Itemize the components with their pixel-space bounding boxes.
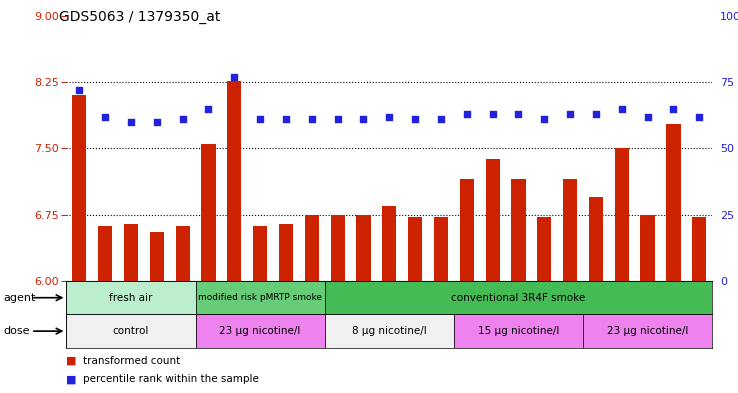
Point: [539, 116, 551, 122]
Text: GSM1217224: GSM1217224: [410, 281, 420, 337]
Text: 8 μg nicotine/l: 8 μg nicotine/l: [352, 326, 427, 336]
Text: dose: dose: [4, 326, 30, 336]
Point: [125, 119, 137, 125]
Point: [331, 116, 343, 122]
Bar: [454, 314, 583, 348]
Bar: [408, 217, 422, 281]
Point: [384, 113, 396, 119]
Bar: [460, 179, 474, 281]
Text: 15 μg nicotine/l: 15 μg nicotine/l: [477, 326, 559, 336]
Text: GSM1217221: GSM1217221: [333, 281, 342, 337]
Point: [512, 111, 524, 117]
Bar: [253, 226, 267, 281]
Bar: [382, 206, 396, 281]
Bar: [589, 197, 603, 281]
Text: GSM1217222: GSM1217222: [359, 281, 368, 337]
Text: GSM1217226: GSM1217226: [591, 281, 601, 337]
Bar: [227, 81, 241, 281]
Bar: [356, 215, 370, 281]
Bar: [98, 226, 112, 281]
Point: [254, 116, 266, 122]
Text: GSM1217220: GSM1217220: [565, 281, 575, 337]
Point: [461, 111, 473, 117]
Text: modified risk pMRTP smoke: modified risk pMRTP smoke: [198, 293, 323, 302]
Bar: [124, 224, 138, 281]
Text: GSM1217225: GSM1217225: [436, 281, 446, 337]
Bar: [563, 179, 577, 281]
Text: fresh air: fresh air: [109, 293, 153, 303]
Bar: [666, 123, 680, 281]
Point: [694, 113, 706, 119]
Point: [229, 73, 241, 80]
Text: GSM1217214: GSM1217214: [281, 281, 291, 337]
Point: [202, 105, 215, 112]
Bar: [196, 281, 325, 314]
Point: [668, 105, 680, 112]
Point: [358, 116, 370, 122]
Bar: [72, 95, 86, 281]
Point: [280, 116, 292, 122]
Point: [409, 116, 421, 122]
Point: [565, 111, 576, 117]
Bar: [583, 314, 712, 348]
Point: [151, 119, 163, 125]
Text: 23 μg nicotine/l: 23 μg nicotine/l: [219, 326, 301, 336]
Text: GSM1217230: GSM1217230: [694, 281, 704, 337]
Text: GDS5063 / 1379350_at: GDS5063 / 1379350_at: [59, 10, 221, 24]
Bar: [537, 217, 551, 281]
Text: GSM1217206: GSM1217206: [75, 281, 84, 337]
Text: ■: ■: [66, 356, 77, 366]
Text: ■: ■: [66, 374, 77, 384]
Text: GSM1217215: GSM1217215: [307, 281, 317, 337]
Bar: [486, 159, 500, 281]
Text: GSM1217213: GSM1217213: [255, 281, 265, 337]
Text: conventional 3R4F smoke: conventional 3R4F smoke: [452, 293, 585, 303]
Point: [616, 105, 628, 112]
Bar: [201, 144, 215, 281]
Bar: [641, 215, 655, 281]
Text: GSM1217207: GSM1217207: [100, 281, 110, 337]
Text: GSM1217223: GSM1217223: [384, 281, 394, 337]
Text: GSM1217211: GSM1217211: [204, 281, 213, 337]
Bar: [434, 217, 448, 281]
Point: [74, 87, 86, 93]
Bar: [196, 314, 325, 348]
Bar: [511, 179, 525, 281]
Bar: [615, 148, 629, 281]
Text: 23 μg nicotine/l: 23 μg nicotine/l: [607, 326, 689, 336]
Bar: [692, 217, 706, 281]
Text: GSM1217219: GSM1217219: [539, 281, 549, 337]
Text: GSM1217209: GSM1217209: [152, 281, 162, 337]
Text: transformed count: transformed count: [83, 356, 180, 366]
Point: [177, 116, 189, 122]
Bar: [176, 226, 190, 281]
Text: GSM1217212: GSM1217212: [230, 281, 239, 337]
Bar: [66, 281, 196, 314]
Point: [435, 116, 447, 122]
Point: [642, 113, 654, 119]
Bar: [325, 281, 712, 314]
Point: [487, 111, 499, 117]
Bar: [325, 314, 454, 348]
Point: [99, 113, 111, 119]
Bar: [150, 232, 164, 281]
Text: GSM1217216: GSM1217216: [462, 281, 472, 337]
Text: GSM1217217: GSM1217217: [488, 281, 497, 337]
Text: agent: agent: [4, 293, 36, 303]
Text: GSM1217218: GSM1217218: [514, 281, 523, 337]
Text: GSM1217229: GSM1217229: [669, 281, 678, 337]
Text: GSM1217208: GSM1217208: [126, 281, 136, 337]
Text: control: control: [113, 326, 149, 336]
Text: percentile rank within the sample: percentile rank within the sample: [83, 374, 258, 384]
Point: [306, 116, 318, 122]
Text: GSM1217228: GSM1217228: [643, 281, 652, 337]
Text: GSM1217210: GSM1217210: [178, 281, 187, 337]
Bar: [331, 215, 345, 281]
Bar: [305, 215, 319, 281]
Point: [590, 111, 602, 117]
Bar: [279, 224, 293, 281]
Text: GSM1217227: GSM1217227: [617, 281, 627, 337]
Bar: [66, 314, 196, 348]
